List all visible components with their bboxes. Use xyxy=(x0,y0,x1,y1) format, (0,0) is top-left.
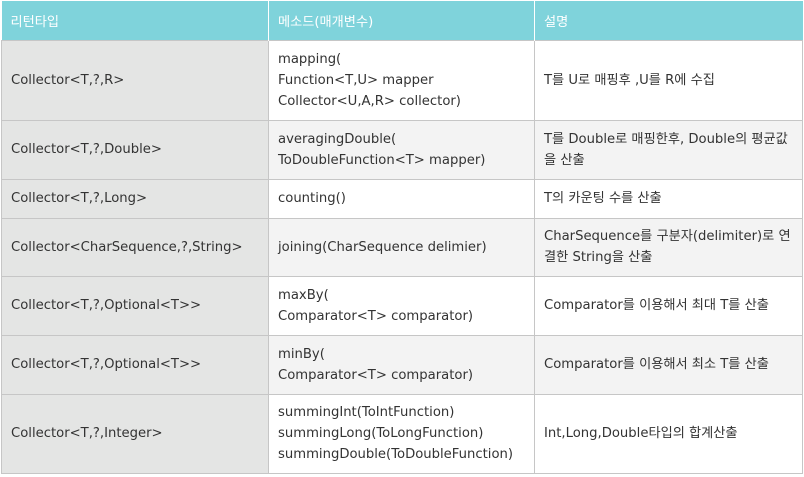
description-text: Int,Long,Double타입의 합계산출 xyxy=(544,426,738,441)
description-text: T의 카운팅 수를 산출 xyxy=(544,191,662,206)
description-text: Comparator를 이용해서 최대 T를 산출 xyxy=(544,298,769,313)
description-text: Comparator를 이용해서 최소 T를 산출 xyxy=(544,357,769,372)
method-line: Collector<U,A,R> collector) xyxy=(278,93,461,109)
method-cell: averagingDouble( ToDoubleFunction<T> map… xyxy=(268,119,535,180)
description-cell: T의 카운팅 수를 산출 xyxy=(534,178,803,219)
method-line: summingLong(ToLongFunction) xyxy=(278,426,484,441)
return-type-cell: Collector<T,?,Optional<T>> xyxy=(1,334,269,395)
table-row: Collector<T,?,Double> averagingDouble( T… xyxy=(1,119,803,180)
method-line: Function<T,U> mapper xyxy=(278,72,434,88)
method-cell: joining(CharSequence delimier) xyxy=(268,217,535,277)
table-header: 리턴타입 메소드(매개변수) 설명 xyxy=(1,1,803,40)
method-line: minBy( xyxy=(278,346,325,362)
header-method: 메소드(매개변수) xyxy=(268,1,535,40)
method-line: Comparator<T> comparator) xyxy=(278,367,474,383)
method-cell: minBy( Comparator<T> comparator) xyxy=(268,334,535,395)
header-description: 설명 xyxy=(534,1,803,40)
description-cell: Int,Long,Double타입의 합계산출 xyxy=(534,393,803,474)
method-line: joining(CharSequence delimier) xyxy=(278,239,487,255)
return-type-cell: Collector<T,?,Long> xyxy=(1,178,269,219)
return-type-cell: Collector<T,?,Double> xyxy=(1,119,269,180)
description-cell: T를 Double로 매핑한후, Double의 평균값을 산출 xyxy=(534,119,803,180)
method-line: summingInt(ToIntFunction) xyxy=(278,405,455,420)
table-row: Collector<CharSequence,?,String> joining… xyxy=(1,217,803,277)
description-cell: CharSequence를 구분자(delimiter)로 연결한 String… xyxy=(534,217,803,277)
method-line: mapping( xyxy=(278,51,342,67)
method-line: averagingDouble( xyxy=(278,131,397,147)
header-return-type: 리턴타입 xyxy=(1,1,269,40)
method-cell: mapping( Function<T,U> mapper Collector<… xyxy=(268,39,535,121)
table-row: Collector<T,?,Optional<T>> minBy( Compar… xyxy=(1,334,803,395)
table-row: Collector<T,?,Long> counting() T의 카운팅 수를… xyxy=(1,178,803,219)
method-line: Comparator<T> comparator) xyxy=(278,308,474,324)
description-text: T를 Double로 매핑한후, Double의 평균값을 산출 xyxy=(544,131,788,168)
description-cell: Comparator를 이용해서 최대 T를 산출 xyxy=(534,275,803,336)
method-cell: counting() xyxy=(268,178,535,219)
table-row: Collector<T,?,Integer> summingInt(ToIntF… xyxy=(1,393,803,474)
description-cell: T를 U로 매핑후 ,U를 R에 수집 xyxy=(534,39,803,121)
return-type-cell: Collector<T,?,Optional<T>> xyxy=(1,275,269,336)
method-cell: summingInt(ToIntFunction) summingLong(To… xyxy=(268,393,535,474)
method-line: counting() xyxy=(278,191,346,206)
description-text: CharSequence를 구분자(delimiter)로 연결한 String… xyxy=(544,229,791,265)
method-line: summingDouble(ToDoubleFunction) xyxy=(278,447,514,462)
method-line: maxBy( xyxy=(278,287,329,303)
return-type-cell: Collector<T,?,R> xyxy=(1,39,269,121)
description-text: T를 U로 매핑후 ,U를 R에 수집 xyxy=(544,72,715,88)
return-type-cell: Collector<T,?,Integer> xyxy=(1,393,269,474)
table-row: Collector<T,?,Optional<T>> maxBy( Compar… xyxy=(1,275,803,336)
method-line: ToDoubleFunction<T> mapper) xyxy=(278,152,486,168)
method-cell: maxBy( Comparator<T> comparator) xyxy=(268,275,535,336)
table-row: Collector<T,?,R> mapping( Function<T,U> … xyxy=(1,39,803,121)
return-type-cell: Collector<CharSequence,?,String> xyxy=(1,217,269,277)
description-cell: Comparator를 이용해서 최소 T를 산출 xyxy=(534,334,803,395)
table-body: Collector<T,?,R> mapping( Function<T,U> … xyxy=(1,39,803,474)
